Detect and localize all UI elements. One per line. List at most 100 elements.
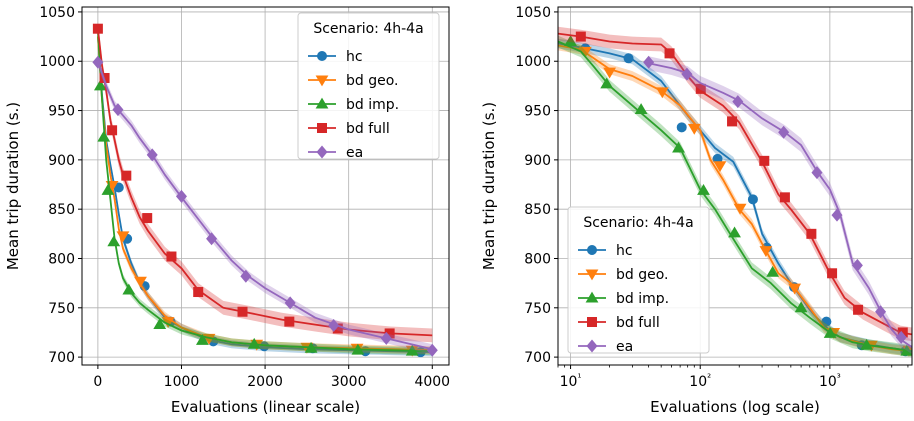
data-point-ea	[778, 125, 790, 139]
data-point-bd-imp	[728, 226, 741, 238]
data-point-bd-full	[332, 323, 343, 334]
data-point-ea	[732, 95, 744, 109]
legend-label: bd full	[616, 315, 660, 331]
series-bd-full	[92, 21, 433, 343]
legend-label: bd geo.	[616, 267, 669, 283]
legend-label: hc	[616, 243, 633, 259]
data-point-bd-imp	[351, 343, 365, 355]
y-tick-label: 900	[524, 153, 551, 169]
legend-item-bd-geo: bd geo.	[578, 267, 669, 283]
legend-item-bd-geo: bd geo.	[308, 73, 399, 89]
data-point-bd-geo	[116, 231, 130, 243]
data-point-ea	[895, 330, 907, 344]
legend-marker	[587, 317, 597, 327]
legend: Scenario: 4h-4a hc bd geo. bd imp. bd full ea	[297, 12, 440, 161]
legend-item-bd-imp: bd imp.	[578, 291, 669, 307]
confidence-band-ea	[648, 56, 912, 355]
x-tick-label: 0	[93, 374, 102, 390]
legend-item-bd-full: bd full	[308, 121, 390, 137]
y-tick-label: 750	[524, 301, 551, 317]
y-tick-label: 800	[524, 251, 551, 267]
data-point-ea	[811, 166, 823, 180]
y-tick-label: 700	[48, 350, 75, 366]
series-line-ea	[97, 60, 433, 351]
y-axis-label: Mean trip duration (s.)	[4, 102, 22, 270]
data-point-ea	[284, 296, 296, 310]
legend-label: bd full	[346, 121, 390, 137]
data-point-hc	[821, 316, 832, 327]
series-ea	[92, 55, 438, 357]
legend-item-hc: hc	[308, 49, 363, 65]
data-point-ea	[92, 55, 104, 69]
data-point-bd-geo	[687, 123, 701, 135]
data-point-ea	[426, 343, 438, 357]
data-point-bd-geo	[134, 276, 147, 288]
data-point-bd-imp	[405, 344, 419, 356]
legend: Scenario: 4h-4a hc bd geo. bd imp. bd full ea	[567, 206, 710, 355]
y-tick-label: 850	[524, 202, 551, 218]
x-tick-label: 10²	[689, 373, 711, 391]
data-point-bd-full	[779, 192, 790, 203]
data-point-bd-full	[664, 48, 675, 59]
legend-marker	[585, 291, 599, 303]
data-point-bd-imp	[600, 77, 614, 89]
legend-label: hc	[346, 49, 363, 65]
data-point-bd-imp	[107, 235, 121, 247]
x-tick-label: 10³	[819, 373, 841, 391]
left-linear-plot: 0 1000 2000 3000 4000 700 750 800 850 900 950 1000 1…	[4, 5, 450, 416]
legend-label: bd geo.	[346, 73, 399, 89]
data-point-bd-imp	[93, 79, 107, 91]
x-tick-label: 1000	[164, 374, 200, 390]
data-point-bd-full	[806, 228, 817, 239]
data-point-bd-geo	[788, 283, 802, 295]
data-point-bd-full	[237, 306, 248, 317]
series-bd-full	[558, 26, 912, 342]
y-tick-label: 800	[48, 251, 75, 267]
data-point-ea	[681, 67, 693, 81]
axes-frame	[557, 6, 913, 366]
data-point-bd-imp	[101, 184, 115, 195]
data-point-bd-imp	[860, 338, 873, 350]
data-point-bd-full	[121, 170, 132, 181]
series-group	[92, 21, 438, 358]
ticks: 10¹ 10² 10³ 700 750 800 850 900 950 1000 1050	[515, 5, 909, 391]
data-point-ea	[875, 305, 887, 319]
y-tick-label: 850	[48, 202, 75, 218]
data-point-bd-imp	[97, 130, 111, 142]
data-point-bd-imp	[672, 141, 685, 153]
data-point-bd-full	[727, 116, 738, 127]
y-tick-label: 750	[48, 301, 75, 317]
data-point-bd-geo	[161, 317, 175, 329]
data-point-hc	[747, 194, 758, 205]
ticks: 0 1000 2000 3000 4000 700 750 800 850 900 950 1000 1…	[39, 5, 450, 390]
legend-label: bd imp.	[616, 291, 669, 307]
data-point-ea	[643, 55, 655, 69]
data-point-bd-imp	[794, 301, 808, 313]
data-point-bd-full	[695, 83, 706, 94]
data-point-bd-full	[575, 31, 586, 42]
data-point-bd-imp	[122, 283, 136, 295]
legend-marker	[587, 245, 597, 255]
data-point-bd-full	[193, 287, 204, 298]
legend-marker	[317, 51, 327, 61]
legend-marker	[315, 75, 329, 87]
x-tick-label: 3000	[331, 374, 367, 390]
x-axis-label: Evaluations (log scale)	[650, 398, 820, 416]
legend-item-ea: ea	[308, 145, 363, 161]
legend-box	[297, 12, 440, 160]
y-axis-label: Mean trip duration (s.)	[480, 102, 498, 270]
grid	[82, 7, 449, 365]
data-point-bd-full	[759, 155, 770, 166]
y-tick-label: 700	[524, 350, 551, 366]
x-axis-label: Evaluations (linear scale)	[171, 398, 360, 416]
confidence-band-bd-imp	[558, 35, 912, 358]
data-point-bd-full	[853, 304, 864, 315]
data-point-bd-geo	[655, 87, 669, 99]
data-point-ea	[206, 232, 218, 246]
legend-marker	[317, 123, 327, 133]
data-point-bd-geo	[733, 203, 747, 215]
x-tick-label: 10¹	[560, 373, 582, 391]
legend-item-bd-full: bd full	[578, 315, 660, 331]
legend-item-hc: hc	[578, 243, 633, 259]
